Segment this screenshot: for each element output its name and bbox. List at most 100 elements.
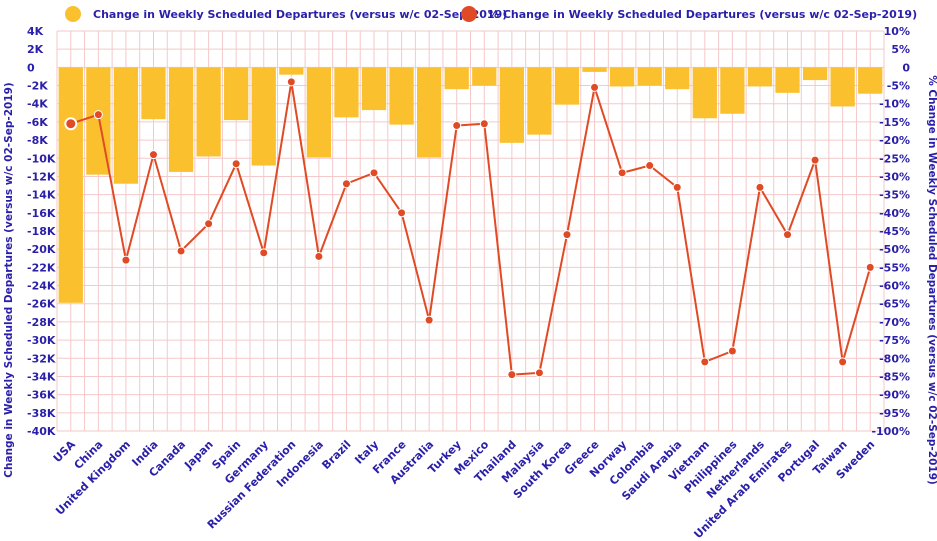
line-point — [93, 110, 103, 120]
left-tick-label: -16K — [27, 207, 56, 220]
right-tick-label: -95% — [879, 407, 910, 420]
bar — [692, 67, 717, 119]
bar — [224, 67, 249, 121]
line-point — [341, 179, 351, 189]
line-point — [534, 368, 544, 378]
line-point — [231, 159, 241, 169]
left-tick-label: -26K — [27, 298, 56, 311]
right-tick-label: -100% — [871, 425, 910, 438]
line-series — [64, 77, 875, 380]
right-tick-label: -35% — [879, 189, 910, 202]
right-tick-label: 10% — [884, 25, 910, 38]
right-tick-label: -25% — [879, 152, 910, 165]
legend-label: Change in Weekly Scheduled Departures (v… — [93, 8, 507, 21]
bar — [720, 67, 745, 114]
right-tick-label: -45% — [879, 225, 910, 238]
left-tick-label: -36K — [27, 389, 56, 402]
right-tick-label: -85% — [879, 370, 910, 383]
right-axis-title: % Change in Weekly Scheduled Departures … — [926, 75, 937, 485]
bar-series — [58, 67, 883, 303]
left-tick-label: 4K — [27, 25, 44, 38]
right-tick-label: -75% — [879, 334, 910, 347]
bar — [444, 67, 469, 90]
left-axis-title: Change in Weekly Scheduled Departures (v… — [3, 82, 15, 477]
line-point — [204, 219, 214, 229]
bar — [196, 67, 221, 157]
line-point — [700, 357, 710, 367]
bar — [389, 67, 414, 125]
left-tick-label: -4K — [27, 98, 48, 111]
line-point — [479, 119, 489, 129]
right-tick-label: 0 — [902, 61, 910, 74]
category-label: Brazil — [319, 438, 353, 472]
line-point — [259, 248, 269, 258]
left-tick-label: -28K — [27, 316, 56, 329]
bar — [251, 67, 276, 166]
left-tick-label: -30K — [27, 334, 56, 347]
left-tick-label: -34K — [27, 370, 56, 383]
bar — [141, 67, 166, 120]
left-tick-label: -2K — [27, 80, 48, 93]
bar — [306, 67, 332, 158]
line-point — [121, 255, 131, 265]
bar — [168, 67, 194, 172]
left-tick-label: -40K — [27, 425, 56, 438]
bar — [334, 67, 359, 118]
line-point — [783, 230, 793, 240]
right-tick-label: -40% — [879, 207, 910, 220]
line-point — [865, 262, 875, 272]
bar — [417, 67, 442, 158]
line-point — [727, 346, 737, 356]
right-tick-label: -10% — [879, 98, 910, 111]
line-point — [397, 208, 407, 218]
line-point — [286, 77, 296, 87]
line-point — [838, 357, 848, 367]
line-point — [369, 168, 379, 178]
line-point — [755, 182, 765, 192]
line-point — [148, 150, 158, 160]
bar — [775, 67, 800, 93]
left-tick-label: -10K — [27, 152, 56, 165]
bar — [858, 67, 883, 94]
bar — [472, 67, 497, 86]
right-tick-label: -20% — [879, 134, 910, 147]
bar — [554, 67, 580, 105]
series-line — [70, 81, 872, 376]
line-point — [507, 370, 517, 380]
bar — [499, 67, 524, 143]
right-tick-label: -80% — [879, 352, 910, 365]
line-point — [617, 168, 627, 178]
right-axis-ticks: 10% 5% 0 -5% -10% -15% -20% -25% -30% -35% -40% -45… — [871, 25, 910, 438]
right-tick-label: -15% — [879, 116, 910, 129]
left-tick-label: -12K — [27, 170, 56, 183]
left-tick-label: -18K — [27, 225, 56, 238]
bar — [527, 67, 552, 135]
left-tick-label: 0 — [27, 61, 35, 74]
right-tick-label: -55% — [879, 261, 910, 274]
right-tick-label: -90% — [879, 389, 910, 402]
legend: Change in Weekly Scheduled Departures (v… — [65, 6, 917, 22]
category-label: Japan — [181, 438, 215, 472]
right-tick-label: -5% — [887, 80, 910, 93]
line-point — [590, 82, 600, 92]
bar — [582, 67, 607, 72]
bar — [830, 67, 855, 107]
bar — [609, 67, 635, 87]
left-tick-label: -22K — [27, 261, 56, 274]
legend-marker — [461, 6, 477, 22]
right-tick-label: -30% — [879, 170, 910, 183]
right-tick-label: -70% — [879, 316, 910, 329]
line-point — [452, 121, 462, 131]
bar — [58, 67, 83, 303]
right-tick-label: -65% — [879, 298, 910, 311]
legend-marker — [65, 6, 81, 22]
left-tick-label: -6K — [27, 116, 48, 129]
line-point — [562, 230, 572, 240]
left-tick-label: -8K — [27, 134, 48, 147]
left-tick-label: -14K — [27, 189, 56, 202]
right-tick-label: -50% — [879, 243, 910, 256]
left-tick-label: -32K — [27, 352, 56, 365]
line-point — [176, 246, 186, 256]
